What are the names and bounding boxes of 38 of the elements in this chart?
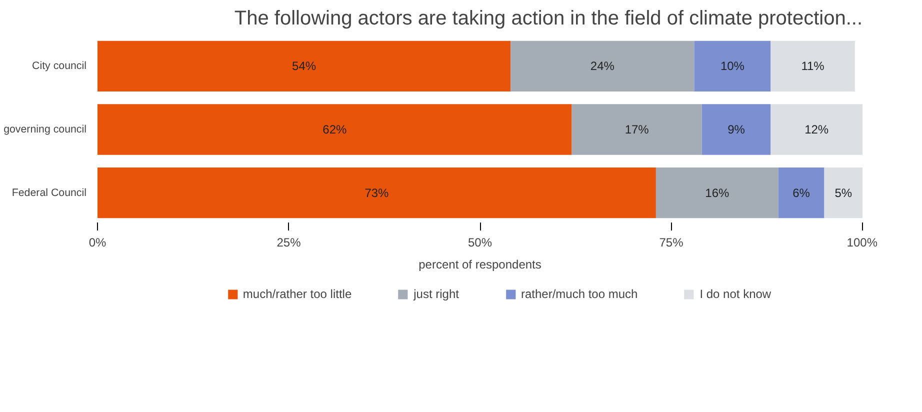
bar bbox=[694, 40, 771, 92]
data-label: 73% bbox=[364, 186, 390, 200]
x-axis-title: percent of respondents bbox=[418, 258, 542, 272]
data-label: 54% bbox=[292, 59, 316, 74]
bar bbox=[98, 104, 572, 155]
data-label: 16% bbox=[705, 186, 730, 200]
x-tick-label: 0% bbox=[88, 236, 106, 250]
bar bbox=[510, 40, 694, 92]
data-label: 9% bbox=[728, 122, 746, 136]
y-tick-label: Federal Council bbox=[12, 186, 87, 199]
y-tick-label: City council bbox=[32, 60, 86, 72]
bar bbox=[98, 168, 656, 218]
data-label: 17% bbox=[624, 122, 650, 136]
x-tick-label: 25% bbox=[276, 236, 302, 250]
data-label: 62% bbox=[322, 122, 347, 136]
legend-label: just right bbox=[414, 287, 459, 301]
x-tick-label: 50% bbox=[468, 236, 492, 250]
legend-label: I do not know bbox=[700, 287, 772, 301]
legend-label: rather/much too much bbox=[520, 287, 638, 301]
chart-title: The following actors are taking action in the field of climate protection... bbox=[234, 8, 863, 30]
data-label: 24% bbox=[590, 59, 615, 74]
bar bbox=[572, 104, 702, 155]
data-label: 10% bbox=[720, 59, 745, 74]
bar bbox=[824, 168, 862, 218]
bar bbox=[770, 104, 862, 155]
bar bbox=[770, 40, 855, 92]
x-tick-label: 100% bbox=[846, 236, 878, 250]
bar bbox=[778, 168, 824, 218]
x-tick-label: 75% bbox=[659, 236, 684, 250]
legend-label: much/rather too little bbox=[242, 287, 352, 301]
bar bbox=[98, 40, 511, 92]
data-label: 5% bbox=[834, 186, 852, 200]
bar bbox=[702, 104, 771, 155]
y-tick-label: governing council bbox=[4, 124, 87, 136]
data-label: 6% bbox=[792, 186, 810, 200]
data-label: 12% bbox=[804, 122, 829, 136]
bar bbox=[656, 168, 778, 218]
data-label: 11% bbox=[801, 59, 825, 74]
